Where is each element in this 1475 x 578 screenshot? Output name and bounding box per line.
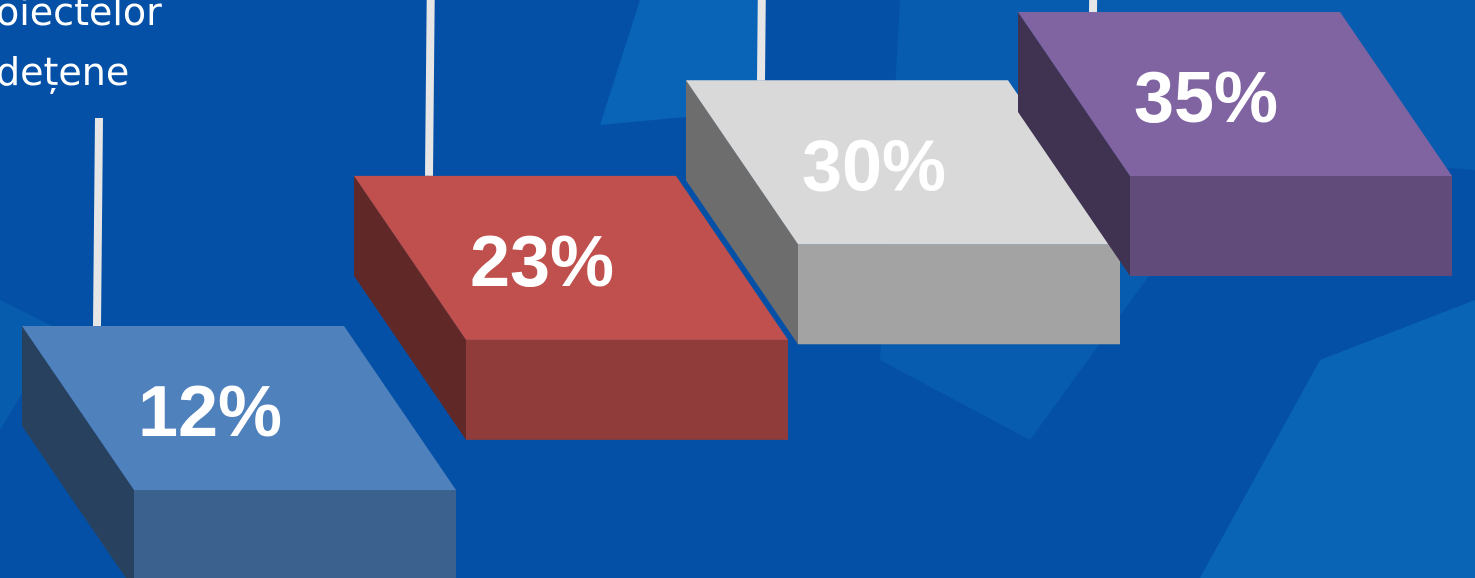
bar-front-face: [134, 490, 456, 578]
bar-value-label: 23%: [470, 222, 614, 302]
caption-text: oiectelor dețene: [0, 0, 162, 102]
bar-front-face: [1130, 176, 1452, 276]
bar-side-face: [1018, 12, 1130, 276]
bar-value-label: 35%: [1134, 58, 1278, 138]
bar-4: 35%: [1018, 0, 1452, 276]
bar-side-face: [22, 326, 134, 578]
bar-string: [93, 117, 103, 327]
bar-string: [425, 0, 435, 176]
bar-front-face: [798, 244, 1120, 345]
caption-line-2: dețene: [0, 50, 130, 94]
bar-2: 23%: [354, 0, 788, 440]
bar-value-label: 12%: [138, 372, 282, 452]
background-facet: [1200, 300, 1475, 578]
bar-top-face: [354, 175, 788, 340]
bar-value-label: 30%: [802, 126, 946, 206]
caption-line-1: oiectelor: [0, 0, 162, 34]
bars-layer: 12% 23% 30% 35%: [22, 0, 1452, 578]
bar-front-face: [466, 339, 788, 440]
bar-top-face: [686, 80, 1120, 245]
bar-top-face: [22, 326, 456, 490]
bar-3: 30%: [686, 0, 1120, 345]
bar-string: [1089, 0, 1098, 13]
bar-side-face: [686, 80, 798, 345]
bar-string: [757, 0, 766, 81]
bar-side-face: [354, 175, 466, 440]
bar-top-face: [1018, 12, 1452, 176]
bar-1: 12%: [22, 117, 456, 578]
